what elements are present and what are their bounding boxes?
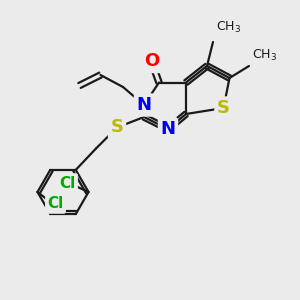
Text: O: O — [144, 52, 159, 70]
Text: N: N — [136, 96, 152, 114]
Text: CH$_3$: CH$_3$ — [252, 48, 277, 63]
Text: S: S — [217, 99, 230, 117]
Text: S: S — [110, 118, 124, 136]
Text: Cl: Cl — [47, 196, 64, 211]
Text: CH$_3$: CH$_3$ — [216, 20, 241, 35]
Text: N: N — [160, 120, 175, 138]
Text: Cl: Cl — [59, 176, 76, 190]
